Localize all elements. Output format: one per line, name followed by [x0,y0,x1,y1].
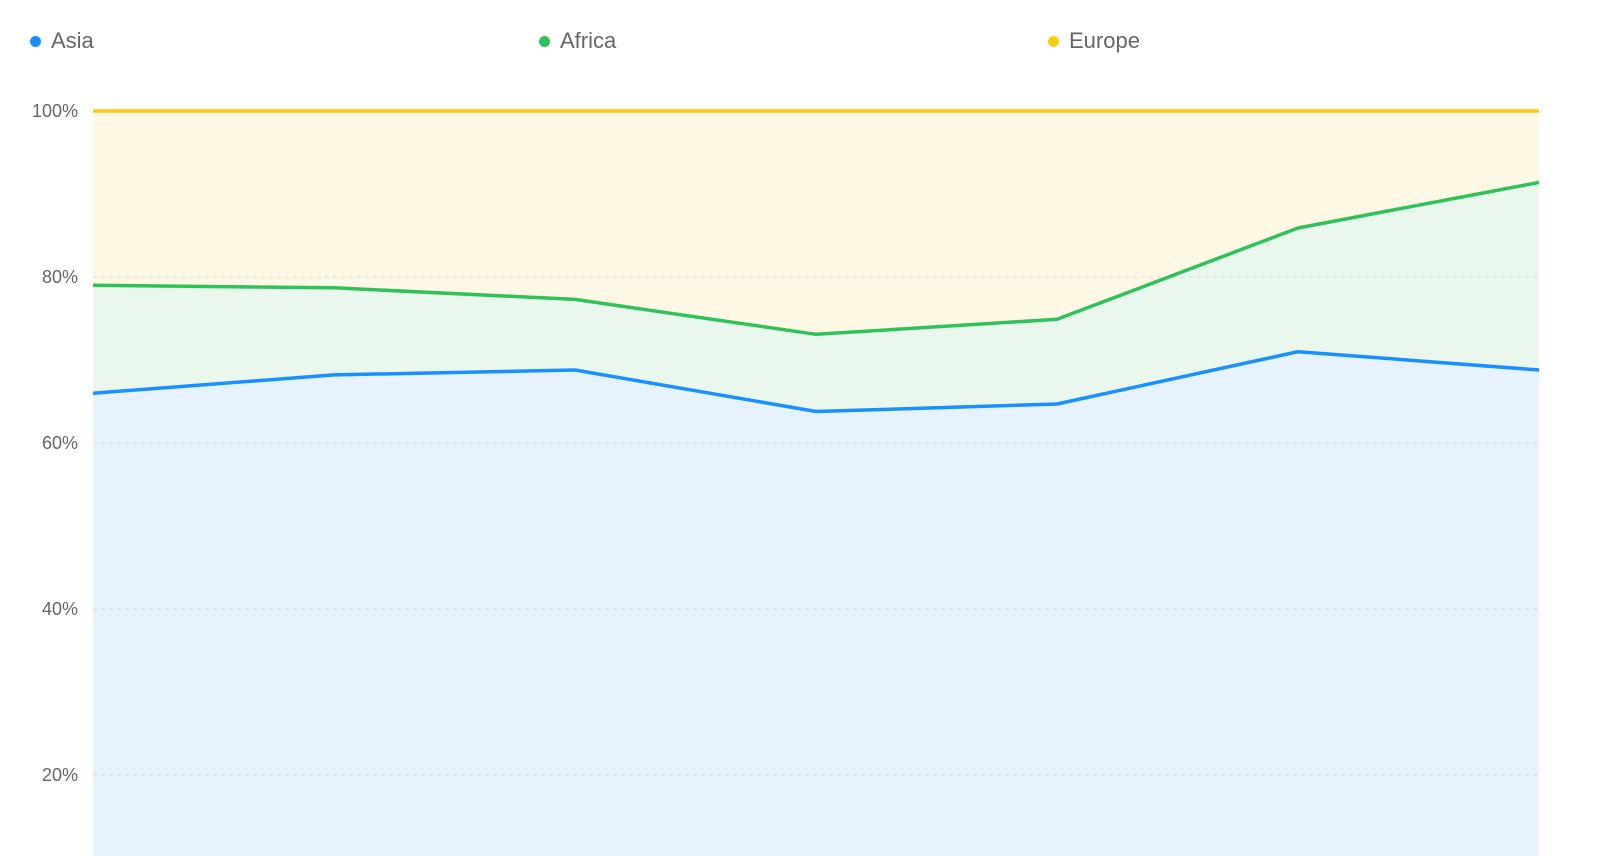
area-asia [93,351,1539,856]
line-africa[interactable] [92,180,1540,337]
legend-marker-asia [30,35,41,47]
y-tick-label: 80% [42,267,78,287]
area-europe [93,111,1539,335]
legend-label-africa: Africa [560,28,617,53]
legend-item-africa[interactable]: Africa [539,28,616,54]
legend-marker-africa [539,35,550,47]
line-asia[interactable] [92,349,1540,414]
legend: Asia Africa Europe [0,0,1600,80]
legend-label-europe: Europe [1069,28,1140,53]
legend-item-europe[interactable]: Europe [1048,28,1140,54]
grid-layer [93,276,1539,776]
y-tick-label: 60% [42,433,78,453]
legend-label-asia: Asia [51,28,94,53]
line-layer [92,109,1540,414]
legend-item-asia[interactable]: Asia [30,28,94,54]
area-africa [93,182,1539,412]
y-axis: 20% 40% 60% 80% 100% [32,101,78,785]
legend-marker-europe [1048,35,1059,47]
y-tick-label: 40% [42,599,78,619]
area-layer [93,111,1539,856]
y-tick-label: 20% [42,765,78,785]
y-tick-label: 100% [32,101,78,121]
